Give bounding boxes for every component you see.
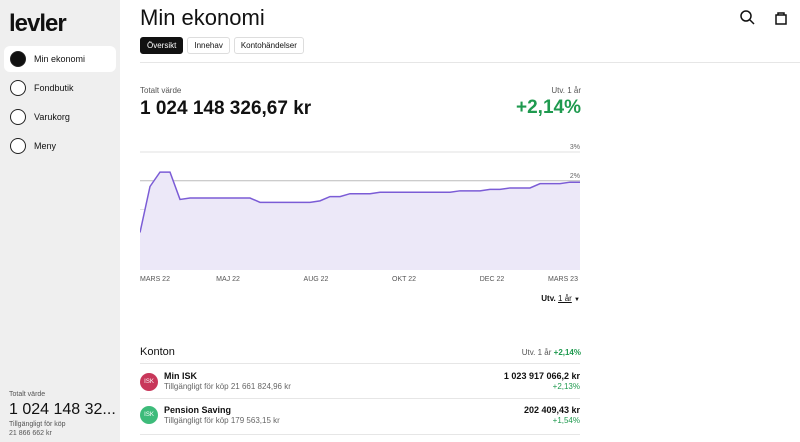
dropdown-arrow: ▼	[574, 297, 580, 303]
tab[interactable]: Översikt	[140, 37, 184, 54]
total-value: 1 024 148 32...	[9, 401, 116, 418]
period-value: 1 år	[558, 294, 572, 303]
nav-item[interactable]: Min ekonomi	[4, 46, 116, 72]
account-name: Min ISK	[164, 371, 197, 381]
x-tick-label: OKT 22	[392, 276, 416, 283]
period-label: Utv.	[541, 294, 556, 303]
page-title: Min ekonomi	[140, 5, 265, 30]
accounts-change-value: +2,14%	[553, 348, 581, 357]
total-label: Totalt värde	[9, 391, 46, 398]
accounts-change: Utv. 1 år +2,14%	[522, 348, 581, 357]
account-value: 202 409,43 kr	[523, 405, 580, 415]
account-change: +1,54%	[552, 416, 580, 425]
sidebar: levler Min ekonomi Fondbutik Varukorg Me…	[0, 0, 120, 442]
x-tick-label: DEC 22	[480, 276, 505, 283]
total-value: 1 024 148 326,67 kr	[140, 98, 312, 119]
cart-icon[interactable]	[775, 12, 787, 25]
account-change: +2,13%	[552, 382, 580, 391]
nav-label: Fondbutik	[34, 83, 74, 93]
account-row[interactable]: ISK Min ISK Tillgängligt för köp 21 661 …	[140, 363, 580, 399]
y-tick-label: 3%	[570, 144, 580, 151]
tab[interactable]: Innehav	[187, 37, 230, 54]
available-value: 21 866 662 kr	[9, 430, 52, 437]
total-label: Totalt värde	[140, 86, 182, 95]
area	[140, 172, 580, 270]
tabs: Översikt Innehav Kontohändelser	[140, 37, 304, 54]
header-icons	[740, 10, 787, 25]
account-badge: ISK	[140, 406, 158, 424]
account-value: 1 023 917 066,2 kr	[503, 371, 580, 381]
y-tick-label: 2%	[570, 173, 580, 180]
tab[interactable]: Kontohändelser	[233, 37, 304, 54]
x-tick-label: AUG 22	[304, 276, 329, 283]
nav-label: Min ekonomi	[34, 54, 86, 64]
account-row[interactable]: ISK Pension Saving Tillgängligt för köp …	[140, 399, 580, 435]
separator	[140, 62, 800, 63]
account-sub: Tillgängligt för köp 179 563,15 kr	[164, 416, 280, 425]
accounts-title: Konton	[140, 346, 175, 358]
x-tick-label: MARS 23	[548, 276, 578, 283]
nav-label: Varukorg	[34, 112, 70, 122]
nav-label: Meny	[34, 141, 57, 151]
period-select[interactable]: Utv. 1 år ▼	[541, 294, 580, 303]
search-icon[interactable]	[740, 10, 755, 25]
account-name: Pension Saving	[164, 405, 232, 415]
nav-item[interactable]: Varukorg	[4, 104, 116, 130]
logo[interactable]: levler	[9, 10, 67, 37]
line	[140, 171, 580, 233]
account-sub: Tillgängligt för köp 21 661 824,96 kr	[164, 382, 291, 391]
nav-item[interactable]: Meny	[4, 133, 116, 159]
available-label: Tillgängligt för köp	[9, 421, 66, 428]
change-value: +2,14%	[516, 97, 581, 118]
nav: Min ekonomi Fondbutik Varukorg Meny	[4, 46, 116, 162]
account-badge: ISK	[140, 373, 158, 391]
change-label: Utv. 1 år	[551, 86, 581, 95]
x-tick-label: MARS 22	[140, 276, 170, 283]
x-tick-label: MAJ 22	[216, 276, 240, 283]
accounts-change-label: Utv. 1 år	[521, 348, 552, 357]
nav-item[interactable]: Fondbutik	[4, 75, 116, 101]
